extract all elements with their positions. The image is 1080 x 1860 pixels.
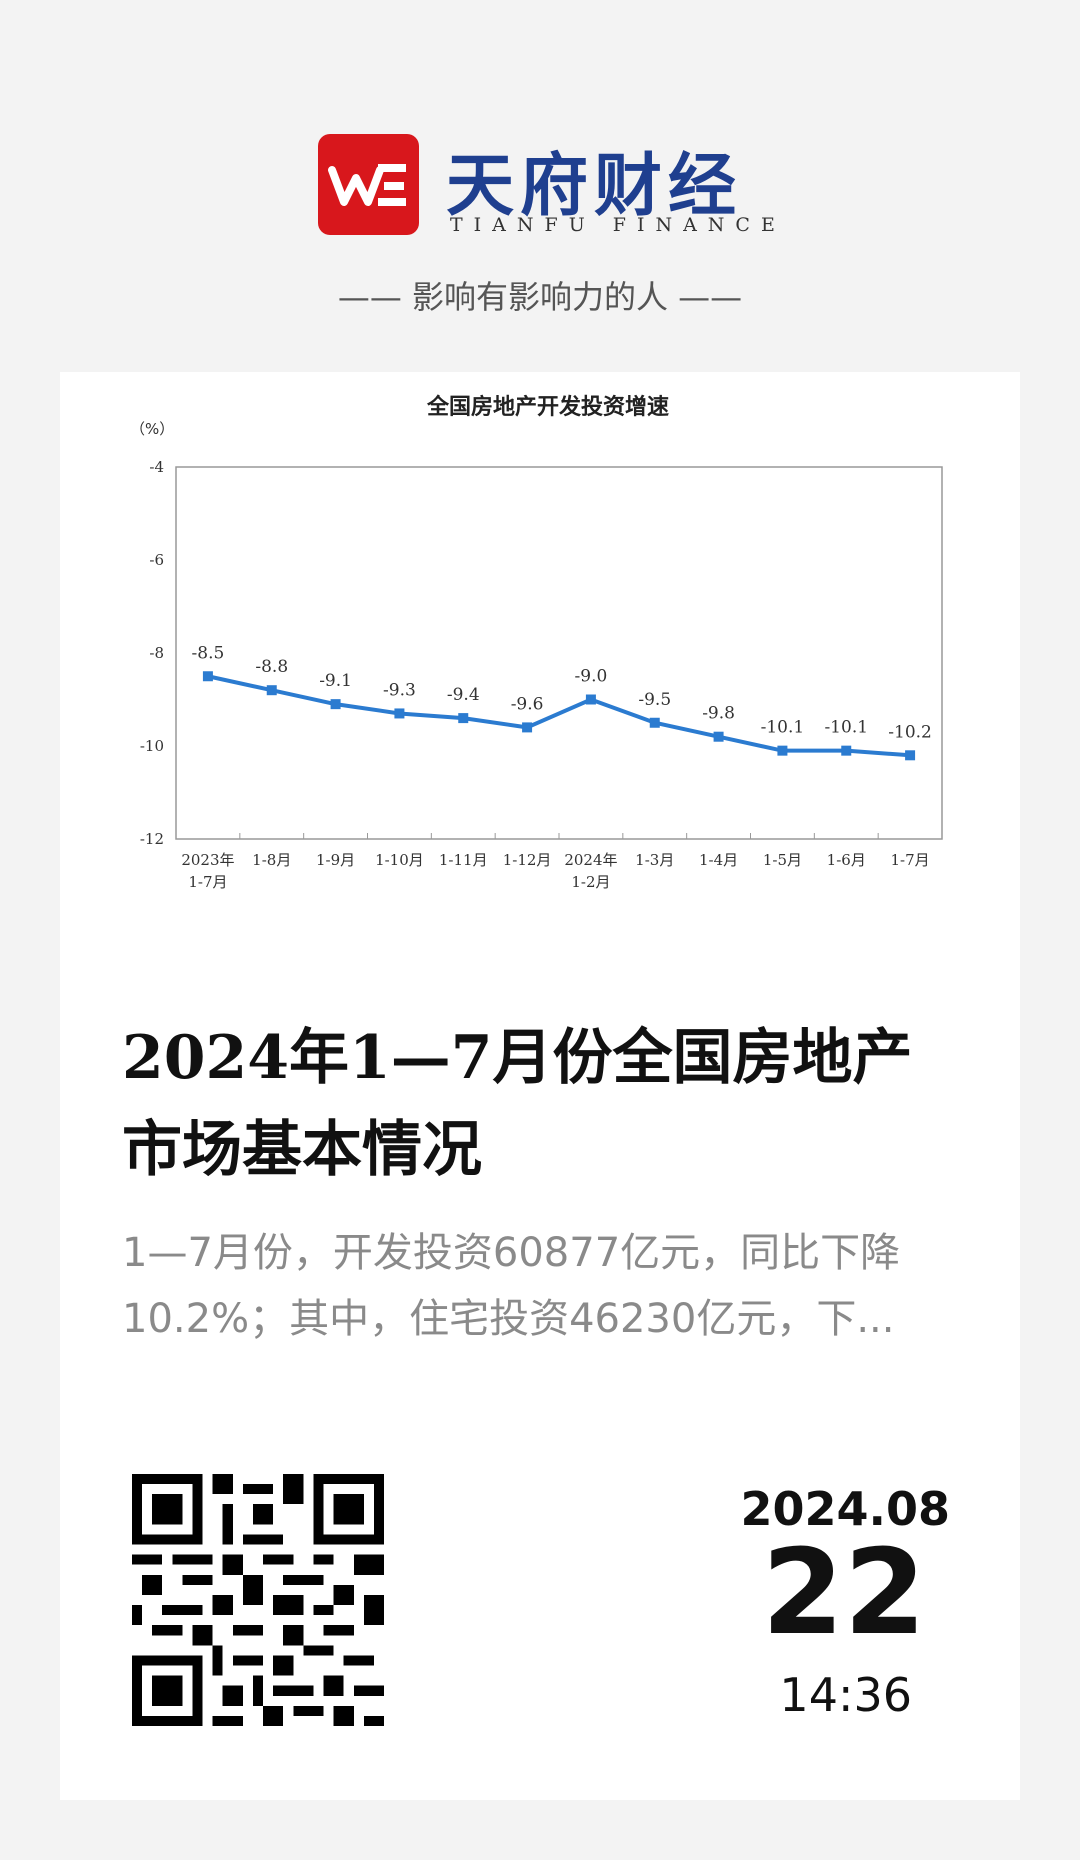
brand-name-cn: 天府财经 (446, 147, 743, 226)
data-labels: -8.5 -8.8 -9.1 -9.3 -9.4 -9.6 -9.0 -9.5 -9.8 -10.… (192, 643, 932, 742)
x-tick-label: 2023年 1-7月 (181, 851, 234, 891)
x-tick-label: 1-12月 (503, 851, 552, 869)
date-time: 14:36 (779, 1668, 912, 1722)
x-tick-label: 1-4月 (699, 851, 738, 869)
data-label: -9.4 (447, 685, 480, 705)
x-tick-label: 1-11月 (439, 851, 488, 869)
series-line (207, 674, 911, 758)
article-headline[interactable]: 2024年1—7月份全国房地产市场基本情况 (122, 1023, 913, 1185)
y-tick-label: -10 (140, 737, 164, 755)
data-label: -9.6 (511, 694, 544, 714)
y-tick-label: -12 (140, 830, 164, 848)
date-day: 22 (761, 1523, 926, 1661)
y-axis-ticks: -4 -6 -8 -10 -12 (140, 458, 164, 848)
slogan: —— 影响有影响力的人 —— (337, 278, 743, 316)
header: 天府财经 TIANFU FINANCE —— 影响有影响力的人 —— (0, 0, 1080, 360)
x-tick-label: 1-6月 (827, 851, 866, 869)
qr-code-icon[interactable] (132, 1474, 384, 1726)
brand-logo (318, 134, 419, 235)
chart-title: 全国房地产开发投资增速 (426, 394, 669, 420)
article-summary: 1—7月份，开发投资60877亿元，同比下降10.2%；其中，住宅投资46230… (122, 1230, 901, 1342)
data-point (330, 699, 341, 710)
y-tick-label: -4 (149, 458, 164, 476)
data-label: -9.1 (319, 671, 352, 691)
investment-growth-chart: 全国房地产开发投资增速 （%） -4 -6 -8 -10 -12 2023年 1-7月 1-… (130, 394, 943, 891)
x-tick-label: 1-8月 (252, 851, 291, 869)
x-tick-label: 1-10月 (375, 851, 424, 869)
chart-y-unit: （%） (130, 420, 174, 438)
x-tick-label: 1-5月 (763, 851, 802, 869)
data-label: -8.8 (255, 657, 288, 677)
data-point (905, 750, 916, 761)
data-label: -10.1 (824, 718, 868, 738)
data-label: -9.3 (383, 680, 416, 700)
data-label: -10.1 (761, 718, 805, 738)
we-logo-icon (328, 164, 406, 206)
data-point (841, 745, 852, 756)
data-point (649, 717, 660, 728)
plot-frame (175, 466, 943, 840)
x-tick-label: 1-7月 (891, 851, 930, 869)
x-axis-ticks: 2023年 1-7月 1-8月 1-9月 1-10月 1-11月 1-12月 2024年 1-2… (181, 833, 930, 891)
data-point (777, 745, 788, 756)
data-point (585, 694, 596, 705)
data-label: -10.2 (888, 722, 932, 742)
data-label: -9.8 (702, 704, 735, 724)
data-point (458, 713, 469, 724)
brand-name-en: TIANFU FINANCE (450, 214, 786, 236)
data-points (202, 671, 916, 761)
article-card[interactable]: 全国房地产开发投资增速 （%） -4 -6 -8 -10 -12 2023年 1-7月 1-… (60, 372, 1020, 1800)
data-label: -8.5 (192, 643, 225, 663)
y-tick-label: -6 (149, 551, 164, 569)
x-tick-label: 1-3月 (635, 851, 674, 869)
date-year-month: 2024.08 (740, 1482, 950, 1536)
data-label: -9.5 (638, 690, 671, 710)
data-point (266, 685, 277, 696)
data-label: -9.0 (575, 667, 608, 687)
y-tick-label: -8 (149, 644, 164, 662)
data-point (522, 722, 533, 733)
data-point (713, 731, 724, 742)
data-point (394, 708, 405, 719)
x-tick-label: 2024年 1-2月 (564, 851, 617, 891)
data-point (202, 671, 213, 682)
x-tick-label: 1-9月 (316, 851, 355, 869)
